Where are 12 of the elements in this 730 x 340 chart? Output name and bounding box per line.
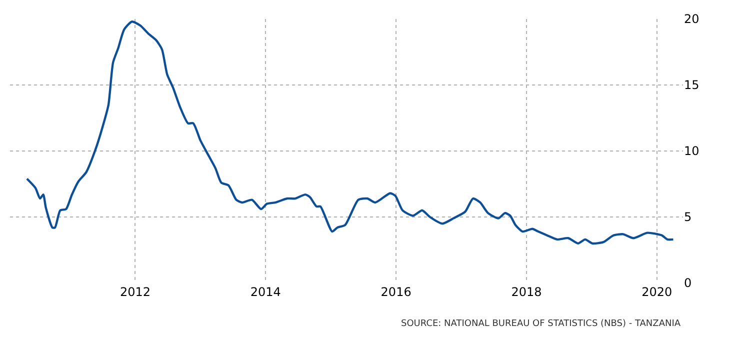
y-tick-label: 10: [684, 144, 700, 158]
y-tick-label: 20: [684, 12, 700, 26]
x-tick-label: 2020: [642, 285, 672, 299]
x-tick-label: 2012: [120, 285, 150, 299]
x-tick-label: 2014: [250, 285, 281, 299]
x-tick-label: 2016: [380, 285, 412, 299]
y-tick-label: 5: [684, 210, 692, 224]
y-tick-label: 15: [684, 78, 700, 92]
y-tick-label: 0: [684, 276, 692, 290]
x-tick-label: 2018: [511, 285, 542, 299]
source-note: SOURCE: NATIONAL BUREAU OF STATISTICS (NBS) - TANZANIA: [401, 319, 682, 329]
line-series: [26, 20, 674, 244]
